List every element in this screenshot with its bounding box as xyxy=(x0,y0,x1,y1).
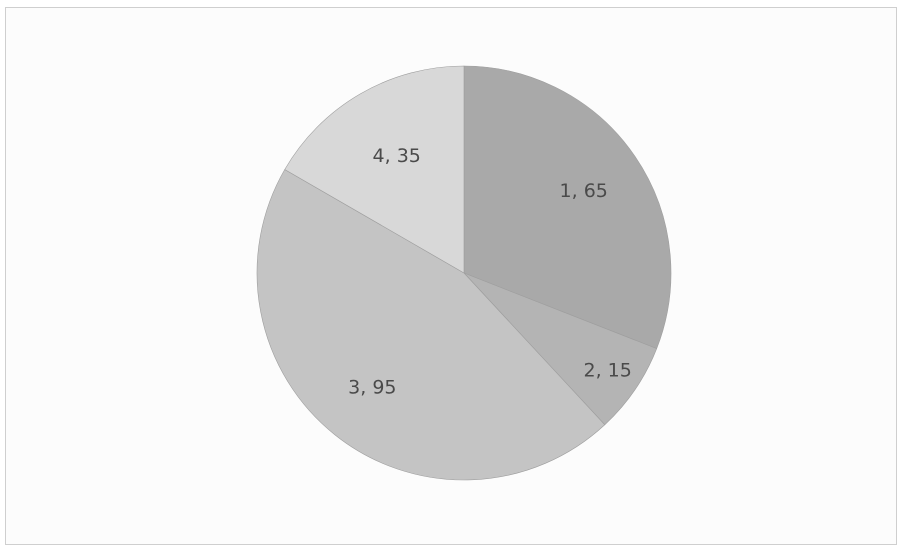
slice-label-3: 3, 95 xyxy=(348,376,396,398)
slice-label-2: 2, 15 xyxy=(583,359,631,381)
slice-labels: 1, 65 2, 15 3, 95 4, 35 xyxy=(348,145,632,398)
pie-slice-3 xyxy=(256,169,606,481)
chart-area: 1, 65 2, 15 3, 95 4, 35 xyxy=(5,7,897,545)
pie-slices xyxy=(256,65,672,481)
pie-slice-4 xyxy=(284,65,465,274)
slice-label-1: 1, 65 xyxy=(560,180,608,202)
pie-chart: 1, 65 2, 15 3, 95 4, 35 xyxy=(256,65,672,481)
pie-slice-1 xyxy=(463,65,672,350)
slice-label-4: 4, 35 xyxy=(373,145,421,167)
